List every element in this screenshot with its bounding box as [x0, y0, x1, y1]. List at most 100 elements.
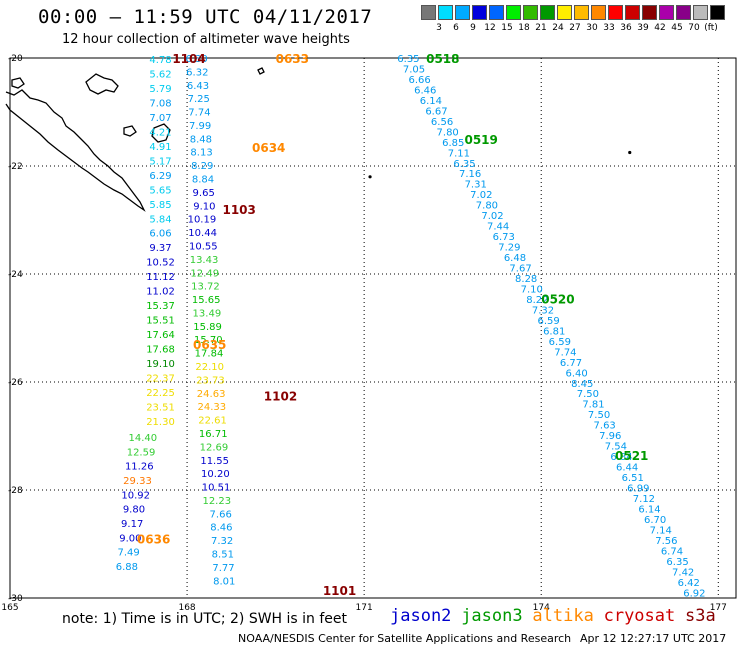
wave-height-value: 11.02 [146, 287, 175, 298]
wave-height-value: 7.02 [481, 211, 503, 222]
pass-time-label: 0633 [276, 52, 309, 66]
pass-time-label: 0636 [137, 533, 170, 547]
wave-height-value: 6.40 [566, 368, 588, 379]
lat-tick-label: -22 [8, 162, 23, 172]
legend-label: 70 [688, 23, 700, 33]
wave-height-value: 6.74 [661, 546, 683, 557]
legend-swatch [438, 5, 453, 20]
wave-height-value: 6.30 [185, 54, 207, 65]
lon-tick-label: 171 [356, 603, 373, 613]
wave-height-value: 7.02 [470, 190, 492, 201]
wave-height-value: 8.48 [190, 134, 212, 145]
units-note: note: 1) Time is in UTC; 2) SWH is in fe… [62, 611, 348, 627]
legend-swatch [642, 5, 657, 20]
wave-height-value: 7.66 [210, 509, 232, 520]
wave-height-value: 8.01 [213, 576, 235, 587]
wave-height-value: 15.51 [146, 316, 175, 327]
wave-height-value: 12.23 [202, 496, 231, 507]
wave-height-value: 6.46 [414, 85, 436, 96]
wave-height-value: 6.06 [149, 229, 171, 240]
wave-height-value: 29.33 [123, 476, 152, 487]
satellite-altika: altika [532, 606, 594, 626]
legend-label: 27 [569, 23, 581, 33]
wave-height-value: 24.33 [198, 402, 227, 413]
wave-height-value: 22.25 [146, 388, 175, 399]
wave-height-value: 17.84 [195, 349, 224, 360]
wave-height-value: 7.80 [476, 201, 498, 212]
wave-height-value: 8.51 [212, 550, 234, 561]
satellite-s3a: s3a [685, 606, 716, 626]
wave-height-value: 10.51 [202, 483, 231, 494]
wave-height-value: 7.63 [594, 421, 616, 432]
wave-height-value: 6.59 [549, 337, 571, 348]
wave-height-value: 7.96 [599, 431, 621, 442]
legend-label: 15 [501, 23, 513, 33]
wave-height-value: 7.44 [487, 222, 509, 233]
legend-label: 6 [453, 23, 459, 33]
wave-height-value: 6.51 [622, 473, 644, 484]
wave-height-value: 4.21 [149, 127, 171, 138]
wave-height-value: 9.37 [149, 243, 171, 254]
wave-height-value: 7.81 [582, 400, 604, 411]
legend-label: 30 [586, 23, 598, 33]
legend-label: 18 [518, 23, 530, 33]
wave-height-value: 7.07 [149, 113, 171, 124]
wave-height-value: 11.55 [200, 456, 229, 467]
legend-label: 42 [654, 23, 666, 33]
pass-time-label: 0635 [193, 338, 226, 352]
wave-height-value: 5.17 [149, 156, 171, 167]
wave-height-value: 11.26 [125, 462, 154, 473]
legend-swatch [421, 5, 436, 20]
wave-height-value: 7.16 [459, 169, 481, 180]
legend-label: 12 [484, 23, 496, 33]
wave-height-value: 8.28 [515, 274, 537, 285]
wave-height-value: 6.32 [186, 67, 208, 78]
legend-swatch [710, 5, 725, 20]
lon-tick-label: 174 [533, 603, 550, 613]
wave-height-value: 6.35 [453, 159, 475, 170]
legend-swatch [489, 5, 504, 20]
wave-height-value: 5.84 [149, 214, 171, 225]
wave-height-value: 7.32 [532, 305, 554, 316]
wave-height-value: 7.80 [437, 127, 459, 138]
island-dot [368, 175, 372, 179]
satellite-jason2: jason2 [390, 606, 452, 626]
map-title: 00:00 – 11:59 UTC 04/11/2017 [38, 6, 373, 28]
wave-height-value: 6.92 [683, 588, 705, 599]
wave-height-value: 9.17 [121, 519, 143, 530]
legend-swatch [659, 5, 674, 20]
wave-height-value: 7.11 [448, 148, 470, 159]
wave-height-value: 12.49 [190, 268, 219, 279]
legend-swatch [608, 5, 623, 20]
wave-height-value: 6.67 [425, 106, 447, 117]
wave-height-value: 7.99 [189, 121, 211, 132]
wave-height-value: 5.65 [149, 185, 171, 196]
wave-height-value: 17.68 [146, 345, 175, 356]
legend-swatch [455, 5, 470, 20]
wave-height-value: 6.70 [644, 515, 666, 526]
legend-swatch [523, 5, 538, 20]
wave-height-value: 21.30 [146, 417, 175, 428]
wave-height-value: 22.61 [198, 416, 227, 427]
legend-label: 36 [620, 23, 632, 33]
wave-height-value: 6.77 [560, 358, 582, 369]
wave-height-value: 7.56 [655, 536, 677, 547]
legend-swatch [506, 5, 521, 20]
wave-height-value: 15.37 [146, 301, 175, 312]
legend-swatch [625, 5, 640, 20]
wave-height-value: 10.92 [121, 490, 150, 501]
map-subtitle: 12 hour collection of altimeter wave hei… [62, 32, 350, 47]
wave-height-value: 6.66 [408, 75, 430, 86]
legend-label: 24 [552, 23, 564, 33]
wave-height-value: 6.44 [616, 463, 638, 474]
wave-height-value: 6.42 [678, 578, 700, 589]
lon-tick-label: 177 [710, 603, 727, 613]
legend-swatch [591, 5, 606, 20]
wave-height-value: 7.42 [672, 567, 694, 578]
wave-height-value: 17.64 [146, 330, 175, 341]
wave-height-value: 9.80 [123, 505, 145, 516]
wave-height-value: 11.12 [146, 272, 175, 283]
lat-tick-label: -30 [8, 594, 23, 604]
wave-height-value: 8.29 [191, 161, 213, 172]
